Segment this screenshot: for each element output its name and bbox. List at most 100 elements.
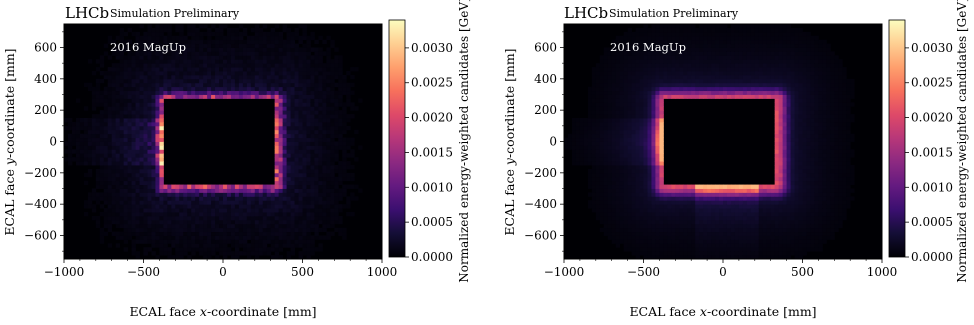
heatmap-cell — [591, 74, 597, 80]
heatmap-cell — [687, 43, 692, 48]
heatmap-cell — [354, 157, 359, 162]
heatmap-cell — [282, 235, 288, 240]
heatmap-cell — [667, 51, 672, 56]
heatmap-cell — [246, 212, 252, 217]
heatmap-cell — [611, 39, 617, 45]
heatmap-cell — [199, 90, 204, 95]
heatmap-cell — [611, 125, 617, 131]
heatmap-cell — [571, 145, 577, 150]
heatmap-cell — [119, 231, 125, 236]
heatmap-cell — [595, 204, 601, 209]
heatmap-cell — [334, 184, 339, 189]
heatmap-cell — [143, 184, 148, 189]
heatmap-cell — [302, 188, 307, 193]
heatmap-cell — [230, 74, 236, 80]
heatmap-cell — [91, 94, 97, 99]
heatmap-cell — [270, 204, 276, 209]
heatmap-cell — [591, 196, 597, 201]
heatmap-cell — [123, 43, 129, 48]
heatmap-cell — [234, 35, 240, 41]
heatmap-cell — [651, 251, 656, 256]
heatmap-cell — [211, 78, 216, 84]
heatmap-cell — [151, 125, 156, 131]
heatmap-cell — [107, 212, 113, 217]
heatmap-cell — [143, 74, 148, 80]
heatmap-cell — [286, 223, 292, 229]
heatmap-cell — [607, 133, 613, 139]
heatmap-cell — [738, 59, 744, 64]
heatmap-cell — [99, 110, 105, 115]
heatmap-cell — [663, 94, 668, 99]
heatmap-cell — [691, 231, 696, 236]
heatmap-cell — [326, 219, 331, 225]
heatmap-cell — [639, 168, 644, 174]
heatmap-cell — [127, 94, 133, 99]
heatmap-cell — [310, 188, 315, 193]
heatmap-cell — [111, 63, 117, 68]
heatmap-cell — [167, 247, 172, 252]
heatmap-cell — [226, 51, 232, 56]
heatmap-cell — [707, 74, 712, 80]
heatmap-cell — [310, 55, 315, 60]
heatmap-cell — [99, 55, 105, 60]
heatmap-cell — [346, 141, 351, 146]
heatmap-cell — [719, 59, 724, 64]
heatmap-cell — [310, 243, 315, 248]
heatmap-cell — [607, 184, 613, 189]
heatmap-cell — [195, 94, 200, 99]
heatmap-cell — [131, 98, 136, 103]
heatmap-cell — [306, 86, 311, 92]
heatmap-cell — [127, 176, 133, 182]
heatmap-cell — [567, 145, 573, 150]
heatmap-cell — [643, 239, 648, 244]
heatmap-cell — [294, 118, 299, 123]
heatmap-cell — [294, 110, 299, 115]
heatmap-cell — [611, 239, 617, 244]
heatmap-cell — [611, 121, 617, 127]
heatmap-cell — [131, 59, 136, 64]
heatmap-cell — [322, 78, 327, 84]
heatmap-cell — [159, 51, 164, 56]
heatmap-cell — [111, 208, 117, 213]
heatmap-cell — [151, 161, 156, 166]
heatmap-cell — [278, 239, 284, 244]
heatmap-cell — [711, 204, 716, 209]
heatmap-cell — [163, 78, 168, 84]
heatmap-cell — [318, 145, 323, 150]
heatmap-cell — [611, 59, 617, 64]
heatmap-cell — [659, 82, 664, 88]
heatmap-cell — [75, 98, 81, 103]
heatmap-cell — [163, 94, 168, 99]
heatmap-cell — [595, 137, 601, 142]
heatmap-cell — [631, 251, 636, 256]
heatmap-cell — [282, 133, 288, 139]
heatmap-cell — [250, 51, 256, 56]
heatmap-cell — [282, 110, 288, 115]
heatmap-cell — [611, 82, 617, 88]
heatmap-cell — [171, 90, 176, 95]
heatmap-cell — [631, 149, 636, 154]
heatmap-cell — [627, 31, 633, 37]
heatmap-cell — [155, 27, 160, 33]
heatmap-cell — [119, 141, 125, 146]
heatmap-cell — [683, 235, 688, 240]
heatmap-cell — [203, 239, 208, 244]
heatmap-cell — [223, 63, 228, 68]
heatmap-cell — [191, 31, 196, 37]
heatmap-cell — [274, 145, 280, 150]
heatmap-cell — [683, 51, 688, 56]
heatmap-cell — [603, 161, 609, 166]
heatmap-cell — [651, 71, 656, 76]
heatmap-cell — [738, 231, 744, 236]
heatmap-cell — [719, 219, 724, 225]
heatmap-cell — [334, 47, 339, 52]
heatmap-cell — [219, 82, 224, 88]
heatmap-cell — [91, 161, 97, 166]
heatmap-cell — [655, 200, 660, 205]
heatmap-cell — [643, 255, 648, 260]
heatmap-cell — [115, 94, 121, 99]
heatmap-cell — [659, 215, 664, 221]
heatmap-cell — [310, 31, 315, 37]
heatmap-cell — [619, 219, 625, 225]
heatmap-cell — [734, 255, 740, 260]
